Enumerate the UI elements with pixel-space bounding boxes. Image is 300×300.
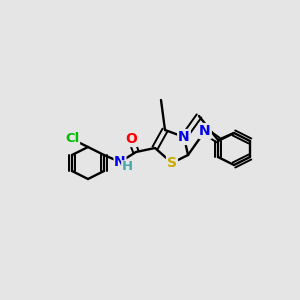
Text: H: H [122,160,133,173]
Text: Cl: Cl [65,133,79,146]
Text: N: N [114,155,126,169]
Text: O: O [125,132,137,146]
Text: N: N [199,124,211,138]
Text: N: N [178,130,190,144]
Text: S: S [167,156,177,170]
